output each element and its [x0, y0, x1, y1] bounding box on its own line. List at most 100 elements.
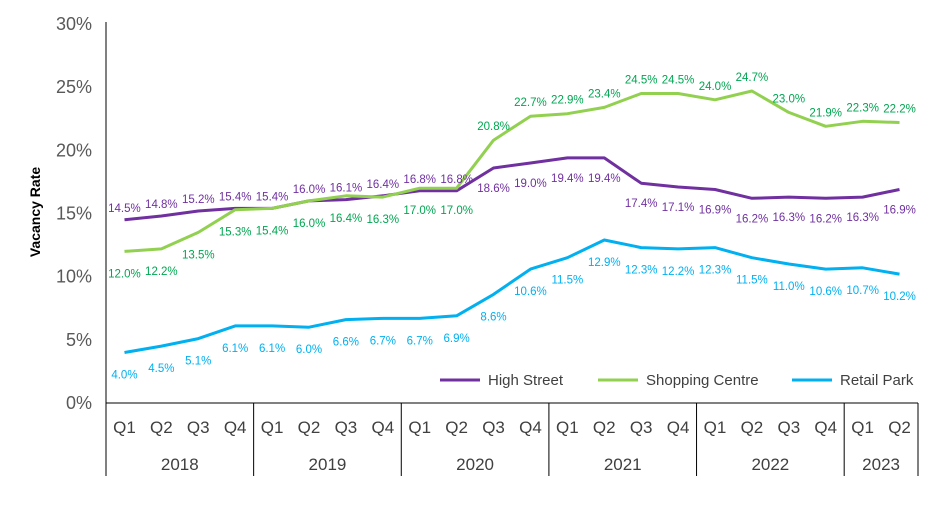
x-tick-label: Q1: [113, 418, 136, 437]
year-label: 2021: [604, 455, 642, 474]
year-label: 2022: [751, 455, 789, 474]
data-label-high-street: 19.4%: [588, 173, 621, 185]
x-tick-label: Q2: [593, 418, 616, 437]
data-label-shopping-centre: 16.4%: [330, 213, 363, 225]
data-label-retail-park: 11.5%: [736, 275, 768, 287]
x-tick-label: Q2: [741, 418, 764, 437]
series-line-retail-park: [124, 238, 900, 354]
data-label-shopping-centre: 22.2%: [883, 104, 916, 116]
x-tick-label: Q4: [814, 418, 837, 437]
y-tick-label: 5%: [66, 330, 92, 350]
data-label-high-street: 16.2%: [736, 213, 769, 225]
data-label-high-street: 14.5%: [108, 203, 141, 215]
data-label-high-street: 17.1%: [662, 202, 695, 214]
data-label-retail-park: 6.1%: [259, 343, 285, 355]
data-label-retail-park: 6.7%: [370, 335, 396, 347]
x-tick-label: Q2: [150, 418, 173, 437]
y-axis-ticks: 0% 5% 10% 15% 20% 25% 30%: [56, 14, 92, 413]
x-tick-label: Q1: [556, 418, 579, 437]
data-label-high-street: 15.2%: [182, 194, 215, 206]
year-label: 2019: [309, 455, 347, 474]
legend-label: High Street: [488, 372, 564, 389]
x-tick-label: Q2: [888, 418, 911, 437]
data-label-shopping-centre: 24.5%: [662, 74, 695, 86]
x-tick-label: Q1: [408, 418, 431, 437]
data-label-shopping-centre: 24.0%: [699, 81, 732, 93]
data-label-high-street: 16.8%: [440, 174, 473, 186]
data-label-retail-park: 6.0%: [296, 344, 322, 356]
data-label-shopping-centre: 21.9%: [809, 107, 842, 119]
x-tick-label: Q4: [371, 418, 394, 437]
data-label-retail-park: 8.6%: [480, 311, 506, 323]
data-label-shopping-centre: 24.7%: [736, 72, 769, 84]
data-label-shopping-centre: 12.0%: [108, 268, 141, 280]
data-label-retail-park: 11.5%: [551, 275, 583, 287]
data-label-shopping-centre: 24.5%: [625, 74, 658, 86]
x-tick-label: Q1: [261, 418, 284, 437]
data-label-high-street: 14.8%: [145, 199, 178, 211]
data-label-high-street: 16.8%: [403, 174, 436, 186]
legend-label: Shopping Centre: [646, 372, 759, 389]
data-label-retail-park: 12.2%: [662, 266, 695, 278]
data-label-retail-park: 6.9%: [444, 333, 470, 345]
x-tick-label: Q2: [445, 418, 468, 437]
data-label-high-street: 16.3%: [773, 212, 806, 224]
data-label-shopping-centre: 22.7%: [514, 97, 547, 109]
series-lines: [124, 89, 900, 354]
data-label-retail-park: 6.6%: [333, 337, 359, 349]
y-tick-label: 25%: [56, 77, 92, 97]
data-label-high-street: 15.4%: [219, 191, 252, 203]
data-label-high-street: 15.4%: [256, 191, 289, 203]
data-label-retail-park: 4.0%: [111, 369, 137, 381]
data-label-shopping-centre: 17.0%: [440, 205, 473, 217]
year-label: 2020: [456, 455, 494, 474]
data-label-high-street: 17.4%: [625, 198, 658, 210]
x-tick-label: Q3: [187, 418, 210, 437]
data-label-shopping-centre: 17.0%: [403, 205, 436, 217]
year-label: 2018: [161, 455, 199, 474]
data-label-shopping-centre: 13.5%: [182, 249, 215, 261]
x-tick-label: Q1: [851, 418, 874, 437]
data-label-retail-park: 10.6%: [514, 286, 547, 298]
data-label-shopping-centre: 16.0%: [293, 218, 326, 230]
x-tick-label: Q3: [630, 418, 653, 437]
data-label-shopping-centre: 22.3%: [846, 102, 879, 114]
data-label-high-street: 16.9%: [883, 204, 916, 216]
data-label-retail-park: 10.7%: [846, 285, 879, 297]
x-tick-label: Q4: [667, 418, 690, 437]
y-tick-label: 0%: [66, 393, 92, 413]
data-label-high-street: 19.0%: [514, 178, 547, 190]
data-label-high-street: 16.2%: [809, 213, 842, 225]
x-tick-label: Q2: [298, 418, 321, 437]
y-tick-label: 15%: [56, 204, 92, 224]
y-tick-label: 20%: [56, 140, 92, 160]
data-label-high-street: 19.4%: [551, 173, 584, 185]
data-label-retail-park: 5.1%: [185, 356, 211, 368]
data-label-high-street: 16.1%: [330, 183, 363, 195]
x-tick-label: Q1: [704, 418, 727, 437]
legend-label: Retail Park: [840, 372, 914, 389]
data-label-retail-park: 4.5%: [148, 363, 174, 375]
x-axis-categories: Q1 Q2 Q3 Q4 Q1 Q2 Q3 Q4 Q1 Q2 Q3 Q4 Q1 Q2 Q3 Q4 Q1 Q2 Q3 Q4…: [113, 418, 911, 474]
data-label-high-street: 18.6%: [477, 183, 510, 195]
data-label-shopping-centre: 22.9%: [551, 95, 584, 107]
data-label-shopping-centre: 16.3%: [367, 214, 400, 226]
x-tick-label: Q3: [482, 418, 505, 437]
data-label-high-street: 16.0%: [293, 184, 326, 196]
axes: [105, 22, 919, 476]
legend: High Street Shopping Centre Retail Park: [440, 372, 914, 389]
data-label-high-street: 16.9%: [699, 204, 732, 216]
data-label-retail-park: 10.2%: [883, 291, 916, 303]
data-label-retail-park: 10.6%: [809, 286, 842, 298]
data-label-retail-park: 6.1%: [222, 343, 248, 355]
data-label-high-street: 16.3%: [846, 212, 879, 224]
x-tick-label: Q4: [519, 418, 542, 437]
data-label-shopping-centre: 20.8%: [477, 121, 510, 133]
x-tick-label: Q4: [224, 418, 247, 437]
data-label-shopping-centre: 23.4%: [588, 88, 621, 100]
x-tick-label: Q3: [777, 418, 800, 437]
data-label-retail-park: 12.9%: [588, 257, 621, 269]
data-label-shopping-centre: 12.2%: [145, 266, 178, 278]
data-labels: 14.5% 12.0% 4.0% 14.8% 12.2% 4.5% 15.2% 13.5% 5.…: [108, 72, 916, 382]
year-label: 2023: [862, 455, 900, 474]
